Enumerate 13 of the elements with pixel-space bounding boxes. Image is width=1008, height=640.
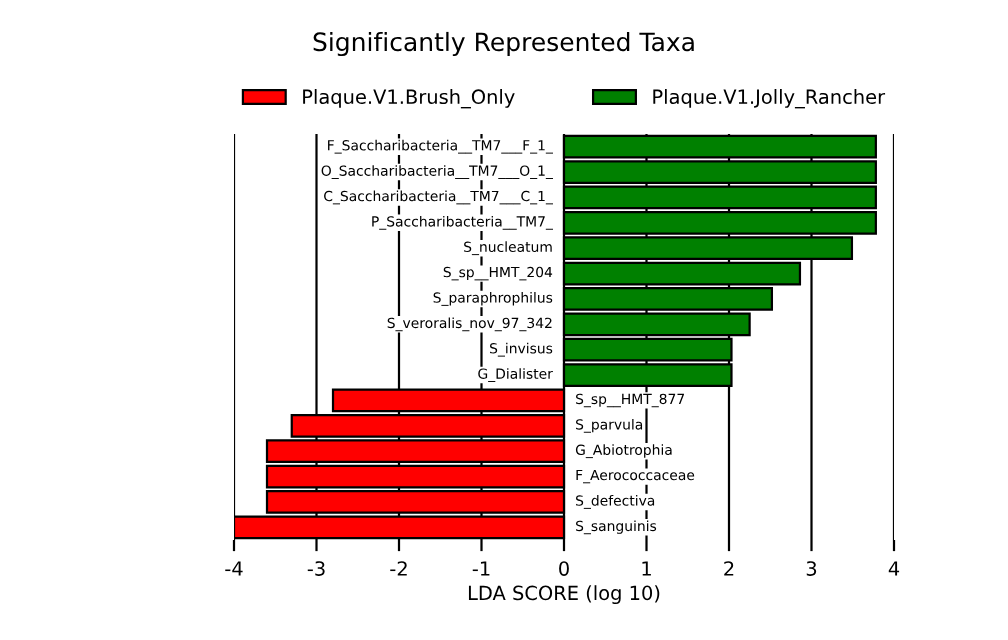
x-tick-label: -3 xyxy=(307,561,325,576)
x-tick-label: -1 xyxy=(472,561,490,576)
legend-label: Plaque.V1.Jolly_Rancher xyxy=(653,89,886,109)
x-tick-label: 1 xyxy=(642,561,651,576)
x-tick-label: 2 xyxy=(724,561,734,576)
x-tick-label: -2 xyxy=(390,561,407,576)
x-tick-label: -4 xyxy=(225,561,243,576)
x-axis-title: LDA SCORE (log 10) xyxy=(468,585,660,605)
x-tick-label: 3 xyxy=(806,561,817,576)
legend-label: Plaque.V1.Brush_Only xyxy=(303,89,515,109)
chart-title: Significantly Represented Taxa xyxy=(313,31,694,57)
x-tick-label: 0 xyxy=(559,561,569,576)
x-tick-label: 4 xyxy=(888,561,900,576)
